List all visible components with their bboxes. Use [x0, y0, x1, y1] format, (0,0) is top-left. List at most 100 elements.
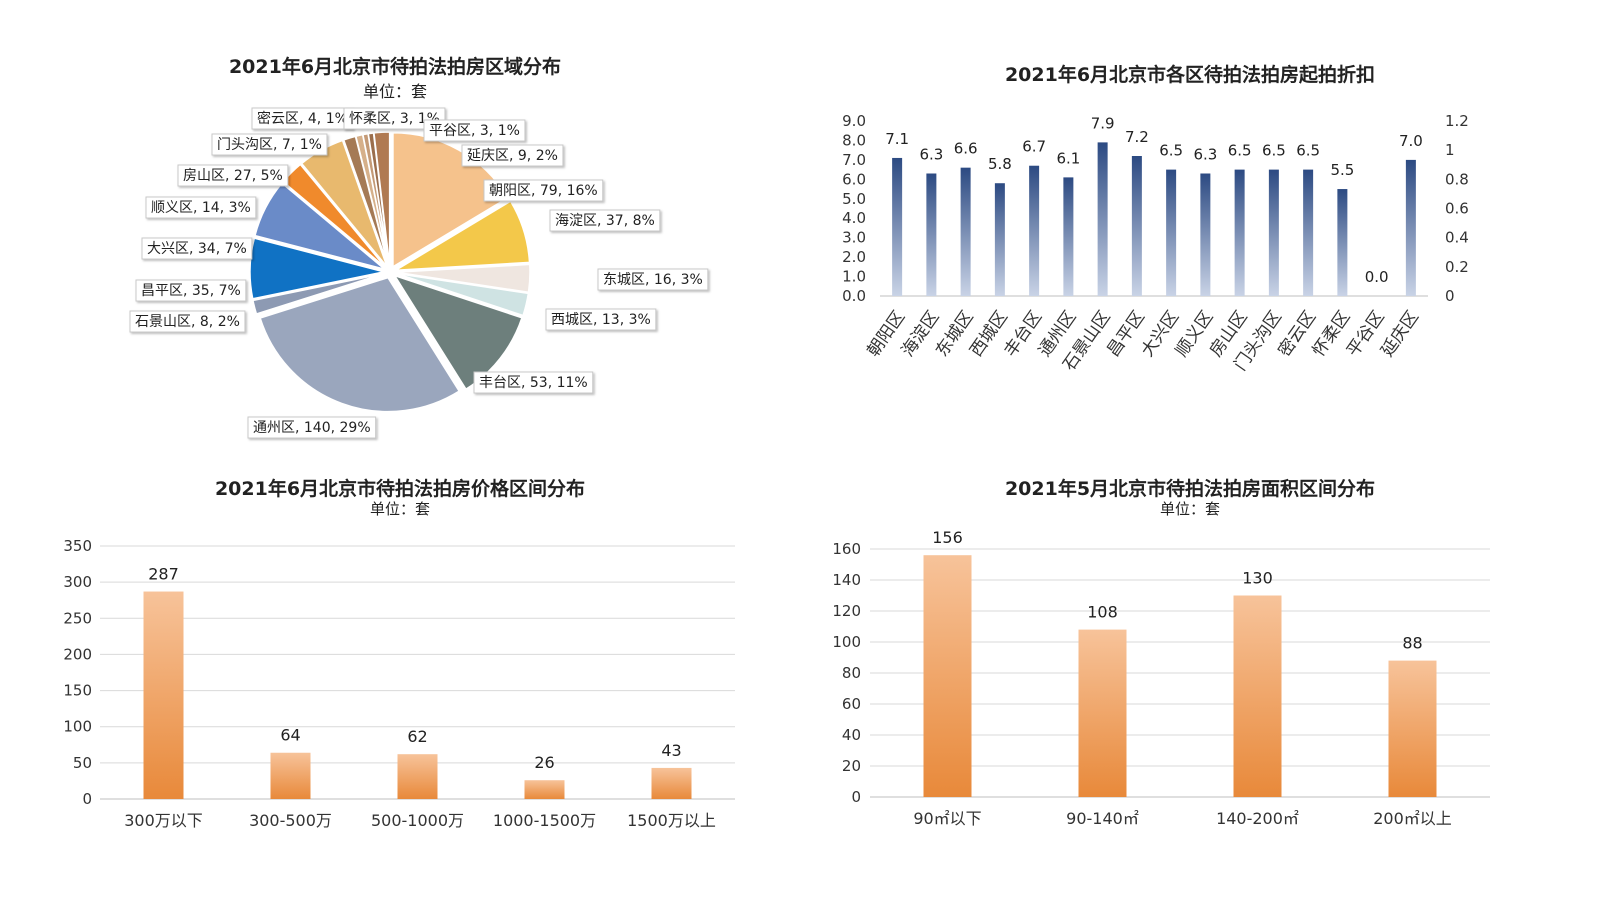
- data-label-3: 26: [534, 753, 554, 772]
- data-label-1: 6.3: [919, 146, 943, 164]
- price-chart: 0 50 100 150 200 250 300 350 287 300万以下 64 300-500万…: [63, 537, 735, 830]
- discount-title: 2021年6月北京市各区待拍法拍房起拍折扣: [1004, 64, 1376, 86]
- pie-label-4: 丰台区, 53, 11%: [479, 375, 588, 391]
- price-panel: 2021年6月北京市待拍法拍房价格区间分布 单位：套 0 50 100 150 200 2…: [0, 450, 800, 900]
- bar-1: [270, 752, 311, 799]
- y-tick-2: 2.0: [842, 248, 866, 266]
- data-label-0: 156: [932, 528, 963, 547]
- price-title: 2021年6月北京市待拍法拍房价格区间分布: [214, 478, 586, 500]
- price-subtitle: 单位：套: [369, 500, 430, 518]
- data-label-3: 88: [1402, 634, 1422, 653]
- data-label-4: 6.7: [1022, 138, 1046, 156]
- bar-0: [923, 555, 972, 797]
- pie-slices: [249, 131, 531, 413]
- y-tick-3: 150: [63, 682, 92, 700]
- y-tick-2: 100: [63, 718, 92, 736]
- x-tick-0: 300万以下: [124, 811, 203, 830]
- pie-labels: 朝阳区, 79, 16% 海淀区, 37, 8% 东城区, 16, 3% 西城区, 1…: [129, 107, 709, 439]
- y-tick-6: 300: [63, 573, 92, 591]
- y2-tick-5: 1: [1445, 141, 1455, 159]
- pie-label-6: 石景山区, 8, 2%: [135, 314, 240, 330]
- pie-label-box-14: [423, 119, 526, 142]
- pie-label-15: 延庆区, 9, 2%: [467, 148, 558, 164]
- x-tick-2: 140-200㎡: [1216, 809, 1299, 828]
- pie-label-3: 西城区, 13, 3%: [551, 312, 651, 328]
- data-label-12: 6.5: [1296, 142, 1320, 160]
- y2-tick-0: 0: [1445, 287, 1455, 305]
- bars: 7.1朝阳区6.3海淀区6.6东城区5.8西城区6.7丰台区6.1通州区7.9石…: [864, 114, 1423, 374]
- data-label-2: 130: [1242, 569, 1273, 588]
- pie-label-box-8: [141, 237, 253, 260]
- data-label-10: 6.5: [1228, 142, 1252, 160]
- data-label-0: 7.1: [885, 130, 909, 148]
- data-label-3: 5.8: [988, 155, 1012, 173]
- y-tick-8: 8.0: [842, 131, 866, 149]
- data-label-5: 6.1: [1056, 149, 1080, 167]
- y-tick-7: 140: [832, 571, 861, 589]
- data-label-7: 7.2: [1125, 128, 1149, 146]
- y-tick-9: 9.0: [842, 112, 866, 130]
- data-label-4: 43: [661, 741, 681, 760]
- data-label-13: 5.5: [1330, 161, 1354, 179]
- area-panel: 2021年5月北京市待拍法拍房面积区间分布 单位：套 0 20 40 60 80 100 1…: [800, 450, 1600, 900]
- pie-label-12: 密云区, 4, 1%: [257, 110, 348, 127]
- bar-8: [1166, 169, 1177, 296]
- y2-tick-2: 0.4: [1445, 229, 1469, 247]
- y-tick-1: 20: [842, 757, 861, 775]
- x-tick-1: 90-140㎡: [1066, 809, 1139, 828]
- bar-10: [1234, 169, 1245, 296]
- discount-chart: 0.01.02.03.04.05.06.07.08.09.000.20.40.6…: [842, 112, 1469, 375]
- x-tick-3: 200㎡以上: [1373, 809, 1452, 828]
- pie-slice-3: [395, 272, 530, 317]
- bar-3: [1388, 660, 1437, 797]
- pie-label-9: 顺义区, 14, 3%: [151, 200, 251, 216]
- pie-slice-6: [252, 272, 385, 315]
- axes: 0 20 40 60 80 100 120 140 160: [832, 540, 1490, 806]
- bar-9: [1200, 173, 1211, 296]
- bar-2: [1233, 595, 1282, 797]
- pie-label-box-10: [177, 164, 289, 187]
- pie-label-box-3: [545, 308, 657, 331]
- bar-0: [892, 157, 903, 296]
- y-tick-3: 60: [842, 695, 861, 713]
- bars: 156 90㎡以下 108 90-140㎡ 130 140-200㎡ 88 200㎡以上: [913, 528, 1451, 828]
- pie-label-box-15: [461, 144, 564, 167]
- bar-1: [1078, 629, 1127, 797]
- pie-label-box-13: [343, 107, 446, 130]
- bars: 287 300万以下 64 300-500万 62 500-1000万 26 1000-150…: [124, 565, 716, 830]
- bar-3: [524, 780, 565, 799]
- y-tick-2: 40: [842, 726, 861, 744]
- x-tick-2: 500-1000万: [371, 811, 464, 830]
- pie-slice-7: [249, 237, 385, 300]
- data-label-15: 7.0: [1399, 132, 1423, 150]
- y-tick-7: 350: [63, 537, 92, 555]
- pie-label-7: 昌平区, 35, 7%: [141, 283, 241, 299]
- y-tick-7: 7.0: [842, 151, 866, 169]
- y2-tick-4: 0.8: [1445, 170, 1469, 188]
- bar-5: [1063, 177, 1074, 296]
- pie-label-5: 通州区, 140, 29%: [253, 420, 371, 436]
- y-tick-4: 200: [63, 645, 92, 663]
- data-label-2: 6.6: [954, 140, 978, 158]
- pie-slice-4: [392, 274, 523, 391]
- y-tick-6: 6.0: [842, 170, 866, 188]
- x-tick-3: 1000-1500万: [493, 811, 596, 830]
- pie-label-box-1: [549, 209, 661, 232]
- area-subtitle: 单位：套: [1159, 500, 1220, 518]
- pie-chart: 朝阳区, 79, 16% 海淀区, 37, 8% 东城区, 16, 3% 西城区, 1…: [129, 107, 709, 439]
- data-label-6: 7.9: [1091, 114, 1115, 132]
- x-tick-4: 1500万以上: [627, 811, 716, 830]
- bar-3: [994, 183, 1005, 296]
- bar-4: [651, 767, 692, 799]
- bar-2: [960, 167, 971, 296]
- bar-6: [1097, 142, 1108, 296]
- discount-panel: 2021年6月北京市各区待拍法拍房起拍折扣 0.0 1.0 2.0 3.0 4.0 5.0…: [800, 0, 1600, 450]
- data-label-8: 6.5: [1159, 142, 1183, 160]
- pie-label-box-5: [247, 416, 377, 439]
- pie-label-1: 海淀区, 37, 8%: [555, 213, 655, 229]
- bar-13: [1337, 189, 1348, 296]
- pie-label-box-0: [483, 179, 604, 202]
- y-tick-5: 250: [63, 609, 92, 627]
- bar-1: [926, 173, 937, 296]
- bar-2: [397, 754, 438, 799]
